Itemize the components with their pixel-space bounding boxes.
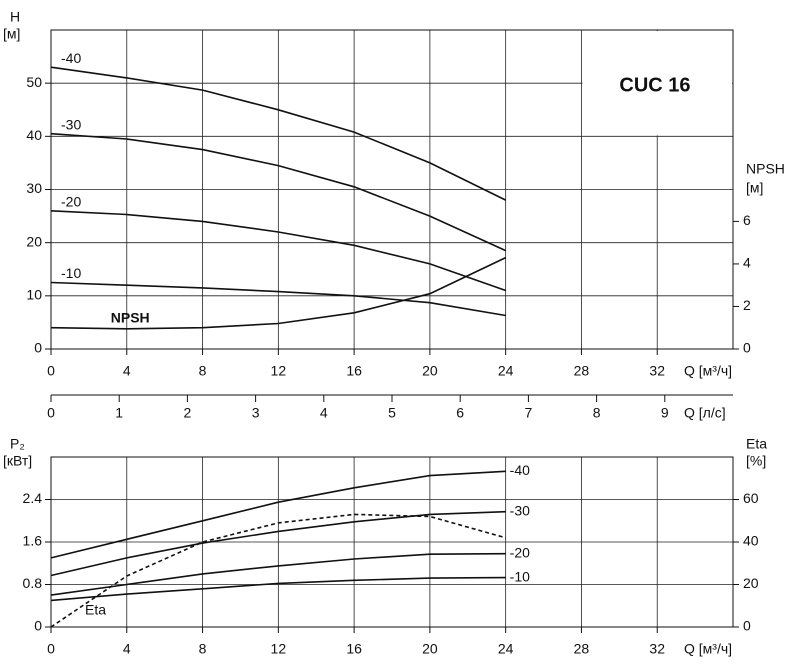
x2-tick-label: 6	[456, 405, 464, 421]
series-label: -20	[510, 544, 530, 560]
series-label: NPSH	[111, 309, 150, 325]
series-label: -10	[61, 265, 81, 281]
y-tick-label: 20	[26, 233, 42, 249]
series-label: -20	[61, 193, 81, 209]
y-tick-label: 40	[26, 127, 42, 143]
title-box	[582, 31, 732, 136]
y2-axis-unit: [%]	[746, 453, 766, 469]
series-line	[50, 552, 506, 596]
x-tick-label: 0	[47, 641, 55, 657]
series-line	[50, 576, 506, 602]
x-tick-label: 20	[422, 641, 438, 657]
x-tick-label: 24	[498, 641, 514, 657]
x-tick-label: 12	[271, 363, 287, 379]
x-tick-label: 32	[649, 641, 665, 657]
x2-tick-label: 4	[320, 405, 328, 421]
series-line	[50, 66, 507, 201]
x-tick-label: 28	[574, 363, 590, 379]
x-tick-label: 0	[47, 363, 55, 379]
x2-tick-label: 9	[661, 405, 669, 421]
y-tick-label: 10	[26, 287, 42, 303]
series-label: -40	[510, 462, 530, 478]
chart-title: CUC 16	[619, 74, 690, 96]
x-tick-label: 20	[422, 363, 438, 379]
x-tick-label: 4	[123, 363, 131, 379]
series-label: -30	[61, 116, 81, 132]
series-line	[50, 281, 506, 317]
x2-tick-label: 5	[388, 405, 396, 421]
y2-tick-label: 20	[743, 575, 759, 591]
y2-tick-label: 0	[743, 618, 751, 634]
series-line	[50, 132, 507, 252]
series-label: -30	[510, 502, 530, 518]
x-tick-label: 16	[346, 641, 362, 657]
x2-tick-label: 0	[47, 405, 55, 421]
series-line	[50, 510, 506, 577]
series-line	[50, 210, 506, 292]
y2-tick-label: 4	[743, 255, 751, 271]
y-tick-label: 30	[26, 180, 42, 196]
series-label: -40	[61, 50, 81, 66]
series-label: Eta	[85, 602, 106, 618]
series-line	[50, 256, 507, 330]
series-line	[50, 513, 506, 628]
y2-tick-label: 0	[743, 340, 751, 356]
series-line	[50, 470, 506, 559]
y-tick-label: 0	[34, 618, 42, 634]
y2-axis-unit: [м]	[746, 180, 763, 196]
x2-tick-label: 3	[252, 405, 260, 421]
x-tick-label: 28	[574, 641, 590, 657]
x-tick-label: 4	[123, 641, 131, 657]
x2-tick-label: 1	[115, 405, 123, 421]
x-tick-label: 32	[649, 363, 665, 379]
x-axis-label: Q [м³/ч]	[684, 641, 732, 657]
y2-tick-label: 60	[743, 490, 759, 506]
y-axis-unit: [кВт]	[3, 453, 32, 469]
x2-axis-label: Q [л/с]	[684, 405, 726, 421]
y-tick-label: 0.8	[23, 575, 43, 591]
x-axis-label: Q [м³/ч]	[684, 363, 732, 379]
x2-tick-label: 7	[525, 405, 533, 421]
y-axis-label: P₂	[10, 436, 25, 452]
y-tick-label: 50	[26, 74, 42, 90]
y2-axis-label: Eta	[746, 436, 767, 452]
x-tick-label: 12	[271, 641, 287, 657]
series-label: -10	[510, 568, 530, 584]
y-tick-label: 1.6	[23, 533, 43, 549]
x2-tick-label: 2	[184, 405, 192, 421]
x-tick-label: 24	[498, 363, 514, 379]
y2-tick-label: 6	[743, 212, 751, 228]
x2-tick-label: 8	[593, 405, 601, 421]
x-tick-label: 8	[199, 363, 207, 379]
y-tick-label: 2.4	[23, 490, 43, 506]
y2-axis-label: NPSH	[746, 161, 785, 177]
x-tick-label: 8	[199, 641, 207, 657]
y-axis-unit: [м]	[3, 26, 20, 42]
y2-tick-label: 40	[743, 533, 759, 549]
x-tick-label: 16	[346, 363, 362, 379]
y2-tick-label: 2	[743, 297, 751, 313]
y-axis-label: H	[10, 9, 20, 25]
y-tick-label: 0	[34, 340, 42, 356]
